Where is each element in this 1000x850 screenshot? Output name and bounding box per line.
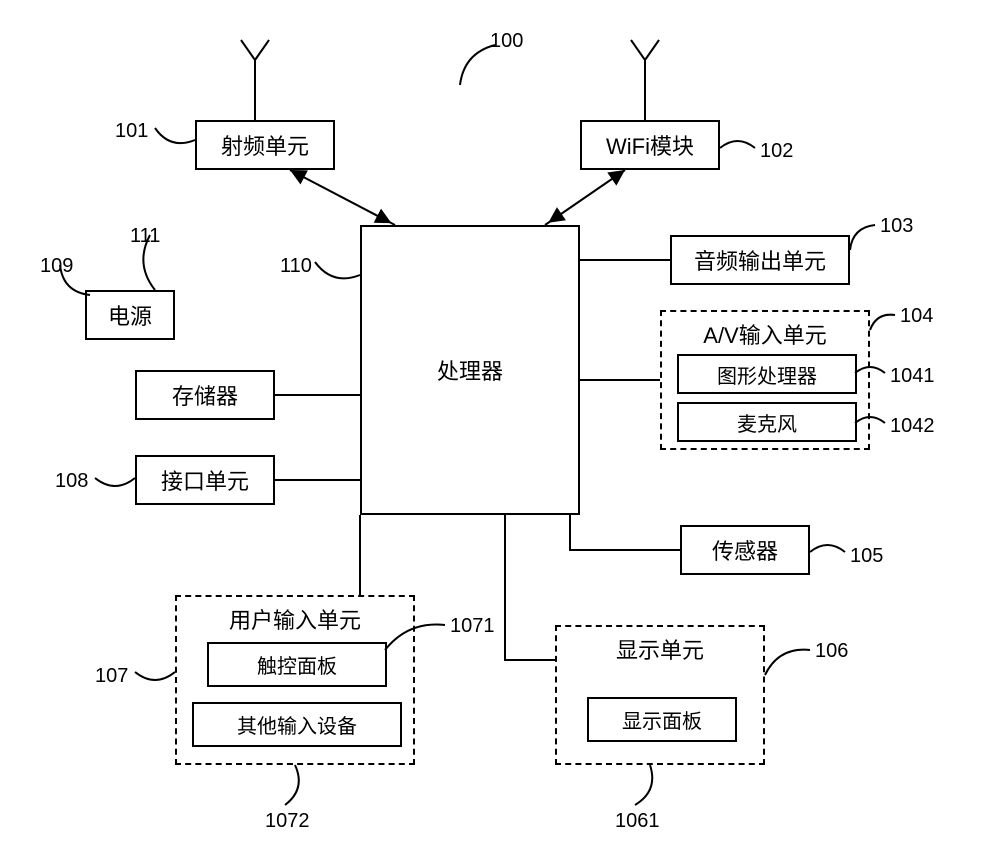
- box-av_group: A/V输入单元图形处理器麦克风: [660, 310, 870, 450]
- box-rf_unit: 射频单元: [195, 120, 335, 170]
- ref-label-105: 105: [850, 545, 883, 568]
- ref-label-1072: 1072: [265, 810, 310, 833]
- ref-label-100: 100: [490, 30, 523, 53]
- box-user_group: 用户输入单元触控面板其他输入设备: [175, 595, 415, 765]
- box-av_group-gpu: 图形处理器: [677, 354, 857, 394]
- ref-label-110: 110: [280, 255, 312, 278]
- box-processor: 处理器: [360, 225, 580, 515]
- ref-label-103: 103: [880, 215, 913, 238]
- ref-label-1061: 1061: [615, 810, 660, 833]
- box-audio_out: 音频输出单元: [670, 235, 850, 285]
- box-title-user_group: 用户输入单元: [177, 603, 413, 635]
- box-title-av_group: A/V输入单元: [662, 318, 868, 350]
- box-av_group-mic: 麦克风: [677, 402, 857, 442]
- box-interface: 接口单元: [135, 455, 275, 505]
- ref-label-107: 107: [95, 665, 128, 688]
- box-title-disp_group: 显示单元: [557, 633, 763, 665]
- box-sensor: 传感器: [680, 525, 810, 575]
- box-user_group-other: 其他输入设备: [192, 702, 402, 747]
- ref-label-104: 104: [900, 305, 933, 328]
- diagram-stage: 处理器 射频单元 WiFi模块音频输出单元电源存储器接口单元传感器 A/V输入单元图形…: [0, 0, 1000, 850]
- ref-label-102: 102: [760, 140, 793, 163]
- ref-label-1042: 1042: [890, 415, 935, 438]
- ref-label-1041: 1041: [890, 365, 935, 388]
- ref-label-108: 108: [55, 470, 88, 493]
- box-wifi: WiFi模块: [580, 120, 720, 170]
- box-disp_group: 显示单元显示面板: [555, 625, 765, 765]
- ref-label-109: 109: [40, 255, 73, 278]
- ref-label-106: 106: [815, 640, 848, 663]
- ref-label-1071: 1071: [450, 615, 495, 638]
- box-disp_group-panel: 显示面板: [587, 697, 737, 742]
- box-memory: 存储器: [135, 370, 275, 420]
- ref-label-111: 111: [130, 225, 160, 248]
- box-user_group-touch: 触控面板: [207, 642, 387, 687]
- box-power: 电源: [85, 290, 175, 340]
- ref-label-101: 101: [115, 120, 148, 143]
